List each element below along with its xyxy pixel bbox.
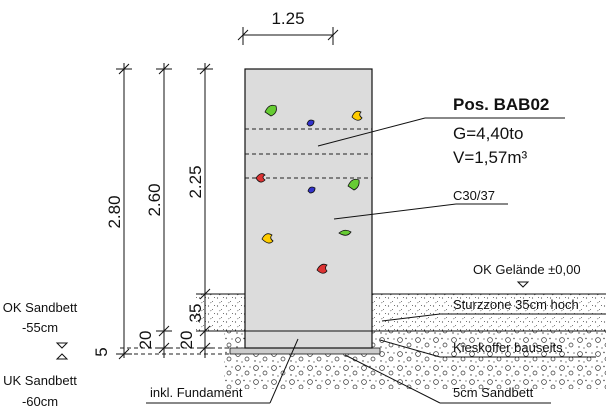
position-volume: V=1,57m³ xyxy=(453,148,528,167)
dim-5-label: 5 xyxy=(92,347,111,356)
fundament-label: inkl. Fundament xyxy=(150,385,243,400)
climbing-hold xyxy=(306,119,315,127)
ok-gelaende-label: OK Gelände ±0,00 xyxy=(473,262,581,277)
level-triangle-icon xyxy=(516,281,530,288)
foundation-annotation: inkl. Fundament xyxy=(146,338,299,404)
height-260-label: 2.60 xyxy=(145,183,164,216)
boulder-block xyxy=(244,68,373,349)
height-225-label: 2.25 xyxy=(186,165,205,198)
climbing-hold xyxy=(347,178,360,191)
dim-35-label: 35 xyxy=(186,304,205,323)
uk-sandbett-title: UK Sandbett xyxy=(3,373,77,388)
climbing-hold xyxy=(264,104,277,117)
sand-bed xyxy=(229,347,381,355)
climbing-hold xyxy=(261,233,274,244)
position-weight: G=4,40to xyxy=(453,124,523,143)
ok-sandbett-value: -55cm xyxy=(22,320,58,335)
concrete-class-label: C30/37 xyxy=(453,188,495,203)
width-label: 1.25 xyxy=(271,9,304,28)
climbing-hold xyxy=(351,110,363,121)
gravel-annotation: Kieskoffer bauseits xyxy=(379,339,596,358)
uk-sandbett-value: -60cm xyxy=(22,394,58,409)
vertical-dimensions: 2.80 2.60 20 2.25 35 20 5 xyxy=(92,63,213,360)
ground-level-annotation: OK Gelände ±0,00 xyxy=(473,262,581,288)
position-info: Pos. BAB02 G=4,40to V=1,57m³ xyxy=(317,95,565,167)
kieskoffer-label: Kieskoffer bauseits xyxy=(453,340,563,355)
climbing-hold xyxy=(255,173,266,183)
climbing-hold xyxy=(338,229,352,236)
height-total-label: 2.80 xyxy=(105,195,124,228)
dim-20-right-label: 20 xyxy=(177,331,196,350)
sturzzone-label: Sturzzone 35cm hoch xyxy=(453,297,579,312)
sand-bed-annotation: 5cm Sandbett xyxy=(344,354,551,404)
ok-sandbett-title: OK Sandbett xyxy=(3,300,78,315)
fall-zone-annotation: Sturzzone 35cm hoch xyxy=(381,297,606,322)
width-dimension: 1.25 xyxy=(237,9,339,45)
sandbett-label: 5cm Sandbett xyxy=(453,385,534,400)
dim-20-left-label: 20 xyxy=(136,331,155,350)
position-title: Pos. BAB02 xyxy=(453,95,549,114)
climbing-hold xyxy=(316,263,328,274)
sand-bed-level-markers: OK Sandbett -55cm UK Sandbett -60cm xyxy=(3,300,78,409)
concrete-class-annotation: C30/37 xyxy=(333,188,508,220)
level-triangle-icon xyxy=(55,353,69,360)
climbing-holds xyxy=(255,104,363,274)
level-triangle-icon xyxy=(55,342,69,349)
climbing-hold xyxy=(307,186,316,194)
